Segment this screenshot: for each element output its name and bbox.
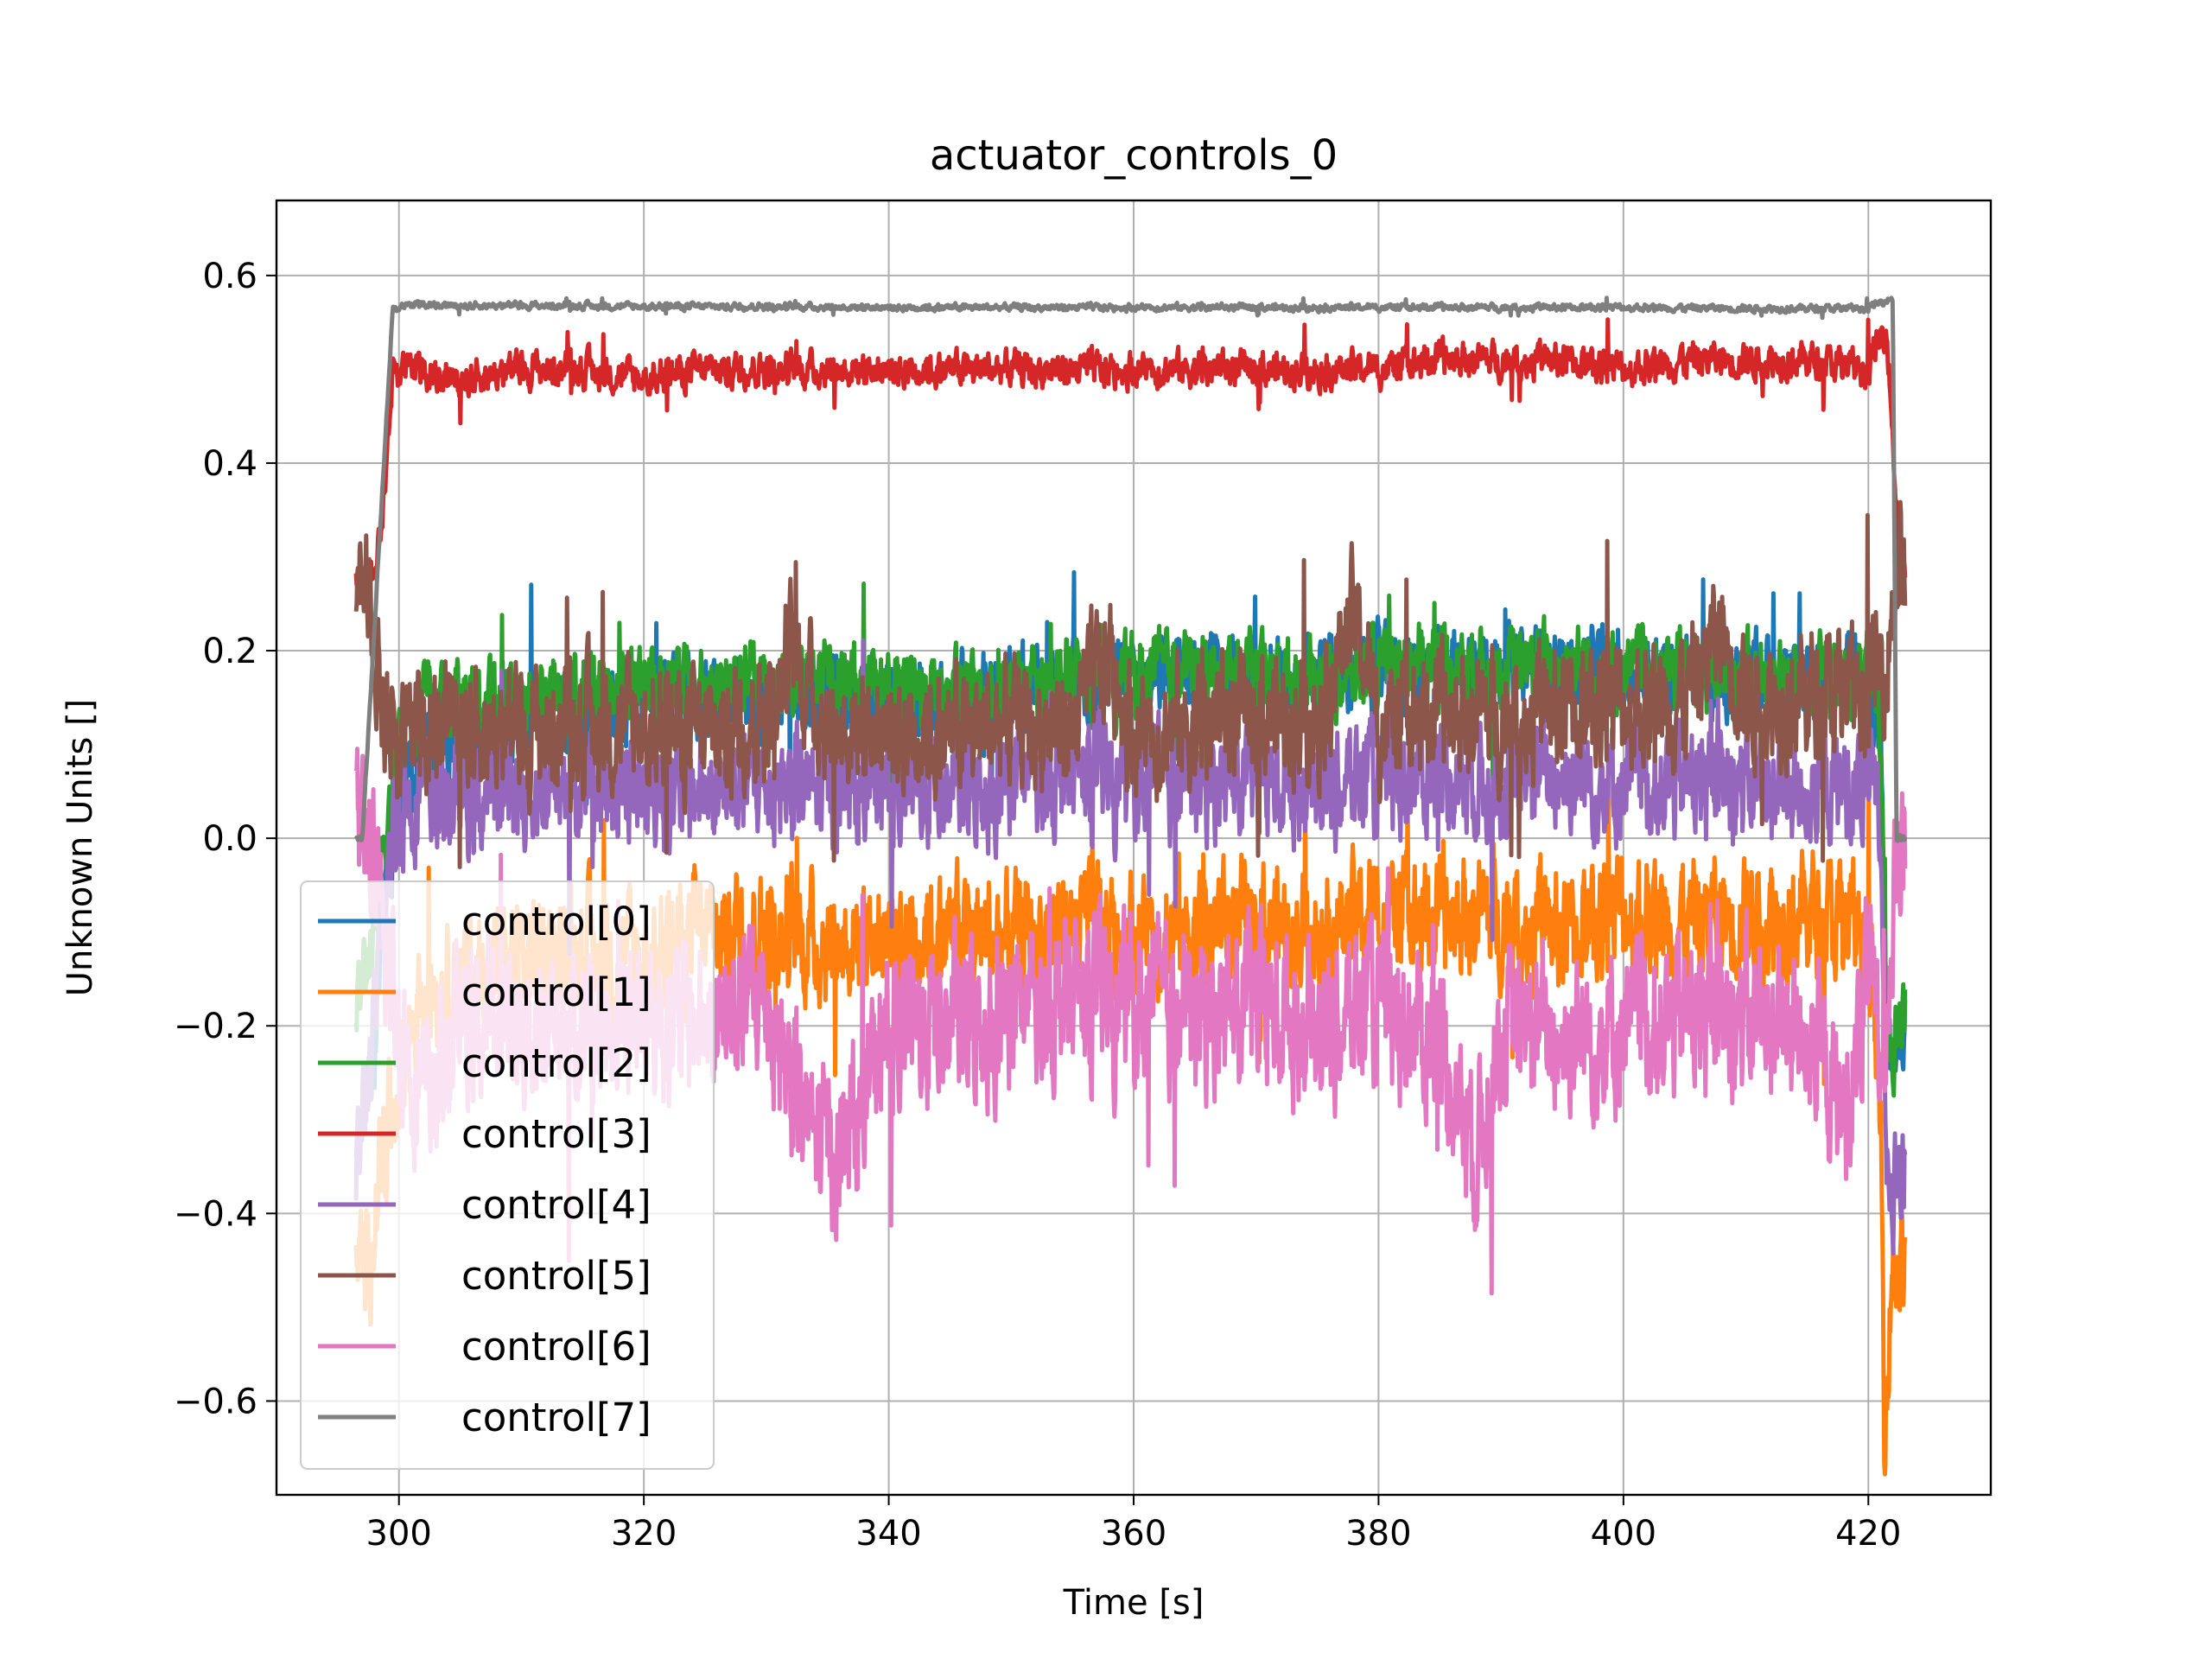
x-tick-label: 420 bbox=[1835, 1514, 1901, 1554]
y-tick-label: 0.6 bbox=[202, 257, 257, 296]
x-tick-label: 320 bbox=[611, 1514, 677, 1554]
legend: control[0] control[1] control[2] control[3]… bbox=[300, 880, 715, 1470]
y-axis-label: Unknown Units [] bbox=[60, 699, 100, 997]
y-tick-label: −0.4 bbox=[174, 1194, 257, 1234]
y-tick-label: 0.0 bbox=[202, 819, 257, 859]
axis-ticks: 300 320 340 360 380 400 420 −0.6 −0.4 −0.2 0.0 0.2 0… bbox=[174, 257, 1902, 1554]
series-line-7 bbox=[353, 296, 1908, 843]
legend-label: control[2] bbox=[461, 1040, 652, 1086]
legend-label: control[3] bbox=[461, 1111, 652, 1157]
x-tick-label: 300 bbox=[366, 1514, 432, 1554]
legend-label: control[7] bbox=[461, 1395, 652, 1440]
series-line-5 bbox=[353, 499, 1908, 869]
x-tick-label: 340 bbox=[855, 1514, 921, 1554]
series-line-3 bbox=[353, 317, 1908, 597]
legend-box bbox=[300, 880, 715, 1470]
y-tick-label: 0.4 bbox=[202, 444, 257, 484]
legend-label: control[4] bbox=[461, 1182, 652, 1228]
y-tick-label: 0.2 bbox=[202, 632, 257, 671]
x-axis-label: Time [s] bbox=[1063, 1583, 1205, 1623]
chart-title: actuator_controls_0 bbox=[930, 131, 1338, 180]
y-tick-label: −0.2 bbox=[174, 1007, 257, 1046]
legend-label: control[5] bbox=[461, 1253, 652, 1299]
y-tick-label: −0.6 bbox=[174, 1382, 257, 1421]
x-tick-label: 380 bbox=[1345, 1514, 1411, 1554]
legend-label: control[1] bbox=[461, 969, 652, 1015]
x-tick-label: 400 bbox=[1591, 1514, 1656, 1554]
x-tick-label: 360 bbox=[1101, 1514, 1166, 1554]
legend-label: control[0] bbox=[461, 899, 652, 944]
legend-label: control[6] bbox=[461, 1324, 652, 1370]
